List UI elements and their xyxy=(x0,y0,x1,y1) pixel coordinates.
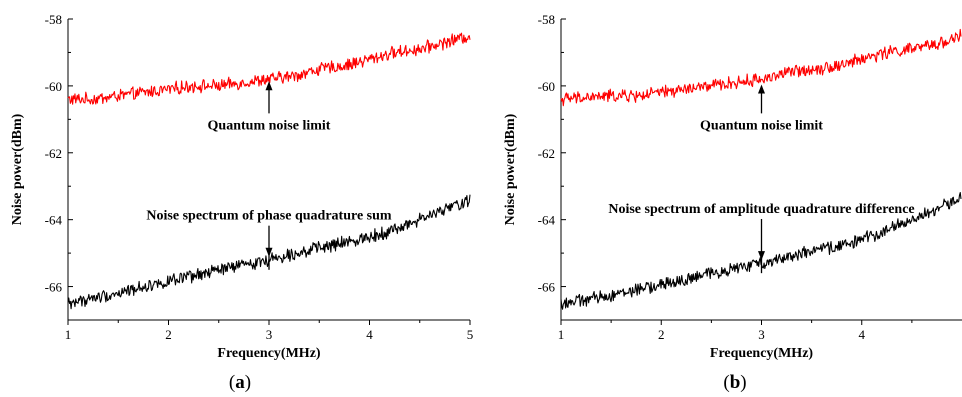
series-line-quantum-noise-limit xyxy=(67,32,471,105)
annotation-arrow-head xyxy=(758,84,765,94)
y-tick-label: -60 xyxy=(538,79,555,94)
x-tick-label: 3 xyxy=(266,327,273,342)
annotation-label: Noise spectrum of amplitude quadrature d… xyxy=(608,202,914,217)
chart-panel-a: 1 2 3 4 5 -58 -60 -62 -64 -66 Frequency(MHz) Noise … xyxy=(10,12,473,393)
series-line-quantum-noise-limit xyxy=(560,28,962,107)
y-tick-label: -60 xyxy=(45,79,62,94)
y-tick-label: -58 xyxy=(538,12,555,27)
x-tick-label: 2 xyxy=(658,327,665,342)
x-tick-label: 1 xyxy=(65,327,72,342)
annotation-arrow-head xyxy=(265,247,273,257)
panel-caption: (b) xyxy=(723,372,746,393)
panel-caption: (a) xyxy=(229,372,251,393)
annotation-arrow-head xyxy=(758,251,765,261)
annotation-label: Quantum noise limit xyxy=(208,118,331,133)
y-tick-label: -64 xyxy=(45,213,63,228)
annotation-label: Quantum noise limit xyxy=(700,118,823,133)
y-tick-label: -66 xyxy=(45,280,63,295)
x-tick-label: 3 xyxy=(758,327,765,342)
x-tick-label: 4 xyxy=(859,327,866,342)
y-axis-label: Noise power(dBm) xyxy=(10,113,25,225)
y-tick-label: -66 xyxy=(538,280,556,295)
x-tick-label: 4 xyxy=(366,327,373,342)
annotation-label: Noise spectrum of phase quadrature sum xyxy=(146,209,391,224)
y-tick-label: -58 xyxy=(45,12,62,27)
y-tick-label: -64 xyxy=(538,213,556,228)
y-tick-label: -62 xyxy=(538,146,555,161)
x-tick-label: 5 xyxy=(467,327,474,342)
x-tick-label: 2 xyxy=(165,327,172,342)
annotation-arrow-head xyxy=(265,81,273,91)
x-tick-label: 1 xyxy=(558,327,565,342)
x-axis-label: Frequency(MHz) xyxy=(710,346,813,361)
chart-panel-b: 1 2 3 4 -58 -60 -62 -64 -66 Frequency(MHz) Noise p… xyxy=(503,12,962,393)
y-tick-label: -62 xyxy=(45,146,62,161)
x-axis-label: Frequency(MHz) xyxy=(217,346,320,361)
y-axis-label: Noise power(dBm) xyxy=(503,113,518,225)
